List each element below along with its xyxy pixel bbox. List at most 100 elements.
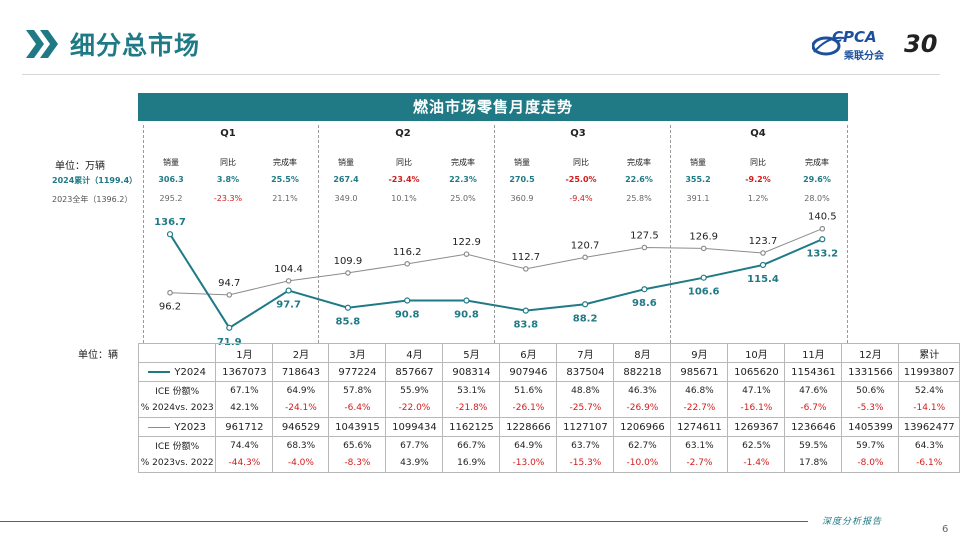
data-point	[582, 254, 588, 261]
table-cell: -22.0%	[385, 399, 444, 418]
line-chart: 136.7 71.9 97.7 85.8 90.8 90.8 83.8 88.2 98.6 106…	[154, 212, 838, 345]
table-body: Y2024 1367073 718643 977224 857667 908314 9079…	[137, 362, 960, 473]
summary-2024-cell: 355.2	[685, 175, 711, 184]
summary-2023-cell: 10.1%	[391, 194, 417, 203]
data-label: 115.4	[747, 274, 779, 285]
table-cell: 57.8%	[328, 381, 387, 400]
table-cell: 1331566	[841, 362, 900, 382]
data-label: 97.7	[276, 300, 301, 311]
table-cell: -6.1%	[898, 454, 960, 473]
data-point	[641, 244, 648, 251]
table-header-cell: 3月	[328, 343, 387, 363]
table-cell: 1127107	[556, 417, 615, 437]
series-line-y2023	[169, 228, 823, 296]
table-header-cell: 11月	[784, 343, 843, 363]
table-row: ICE 份额% 74.4% 68.3% 65.6% 67.7% 66.7% 64.9% 63.…	[137, 436, 960, 455]
data-label: 123.7	[749, 236, 778, 247]
table-cell: 977224	[328, 362, 387, 382]
table-cell: -22.7%	[670, 399, 729, 418]
table-cell: 59.5%	[784, 436, 843, 455]
cpca-logo: CPCA 乘联分会 30	[812, 28, 942, 64]
data-table: 1月 2月 3月 4月 5月 6月 7月 8月 9月 10月 11月 12月 累…	[137, 343, 960, 473]
table-cell: 17.8%	[784, 454, 843, 473]
table-cell: 64.9%	[272, 381, 330, 400]
table-cell: -2.7%	[670, 454, 729, 473]
summary-2023-label: 2023全年（1396.2）	[52, 195, 133, 204]
summary-header-cell: 完成率	[451, 158, 475, 167]
data-label: 90.8	[454, 310, 479, 321]
logo-swoosh-icon	[812, 36, 845, 56]
data-label: 120.7	[571, 240, 600, 251]
table-cell: 67.7%	[385, 436, 444, 455]
data-label: 106.6	[688, 287, 720, 298]
table-cell: -4.0%	[272, 454, 330, 473]
table-cell: 48.8%	[556, 381, 615, 400]
table-cell: 857667	[385, 362, 444, 382]
data-point	[759, 261, 767, 269]
header-divider	[22, 74, 940, 75]
table-cell: 961712	[215, 417, 274, 437]
data-label: 140.5	[808, 212, 837, 223]
quarter-divider	[318, 125, 319, 343]
summary-2024-cell: 22.6%	[625, 175, 653, 184]
series-legend-cell: Y2023	[137, 417, 217, 437]
table-cell: -6.7%	[784, 399, 843, 418]
summary-header-cell: 完成率	[805, 158, 829, 167]
table-cell: 47.1%	[727, 381, 786, 400]
summary-2023-cell: 349.0	[334, 194, 358, 203]
summary-header-cell: 同比	[220, 158, 236, 167]
table-cell: 985671	[670, 362, 729, 382]
legend-label: Y2024	[174, 366, 206, 378]
summary-2023-cell: 295.2	[159, 194, 183, 203]
table-cell: 64.3%	[898, 436, 960, 455]
row-label: ICE 份额%	[137, 381, 217, 400]
data-label: 85.8	[336, 317, 361, 328]
summary-2024-cell: -23.4%	[388, 175, 420, 184]
table-header-cell: 5月	[442, 343, 501, 363]
logo-text: CPCA	[832, 28, 877, 46]
summary-2024-cell: 25.5%	[271, 175, 299, 184]
table-cell: 11993807	[898, 362, 960, 382]
table-cell: 1274611	[670, 417, 729, 437]
table-header-row: 1月 2月 3月 4月 5月 6月 7月 8月 9月 10月 11月 12月 累…	[137, 343, 960, 363]
table-cell: 46.8%	[670, 381, 729, 400]
summary-2023-cell: 28.0%	[804, 194, 830, 203]
data-point	[285, 278, 292, 284]
table-cell: 52.4%	[898, 381, 960, 400]
summary-2023-cell: 360.9	[510, 194, 534, 203]
table-cell: 67.1%	[215, 381, 274, 400]
table-cell: 66.7%	[442, 436, 501, 455]
table-cell: 16.9%	[442, 454, 501, 473]
summary-2024-cell: 270.5	[509, 175, 535, 184]
table-cell: -8.3%	[328, 454, 387, 473]
series-legend-cell: Y2024	[137, 362, 217, 382]
table-row: Y2023 961712 946529 1043915 1099434 1162125 12…	[137, 417, 960, 437]
table-cell: 63.7%	[556, 436, 615, 455]
table-header-cell: 累计	[898, 343, 960, 363]
data-label: 136.7	[154, 217, 186, 228]
footer-divider	[0, 521, 808, 522]
table-cell: 62.7%	[613, 436, 672, 455]
summary-header-cell: 销量	[514, 158, 530, 167]
summary-2023-cell: 25.8%	[626, 194, 652, 203]
table-header-corner	[137, 343, 217, 363]
data-point	[522, 266, 529, 272]
table-cell: -26.9%	[613, 399, 672, 418]
table-row: Y2024 1367073 718643 977224 857667 908314 9079…	[137, 362, 960, 382]
table-cell: 1099434	[385, 417, 444, 437]
table-cell: 1269367	[727, 417, 786, 437]
table-cell: 74.4%	[215, 436, 274, 455]
table-cell: -8.0%	[841, 454, 900, 473]
table-cell: -21.8%	[442, 399, 501, 418]
table-cell: 42.1%	[215, 399, 274, 418]
summary-2023-cell: 21.1%	[272, 194, 298, 203]
summary-header-cell: 同比	[573, 158, 589, 167]
data-label: 98.6	[632, 298, 657, 309]
data-label: 96.2	[159, 302, 181, 313]
quarter-label-q4: Q4	[750, 128, 766, 139]
data-point	[226, 324, 233, 331]
table-cell: 1154361	[784, 362, 843, 382]
summary-2023-cell: -9.4%	[569, 194, 593, 203]
table-cell: 62.5%	[727, 436, 786, 455]
table-cell: 46.3%	[613, 381, 672, 400]
